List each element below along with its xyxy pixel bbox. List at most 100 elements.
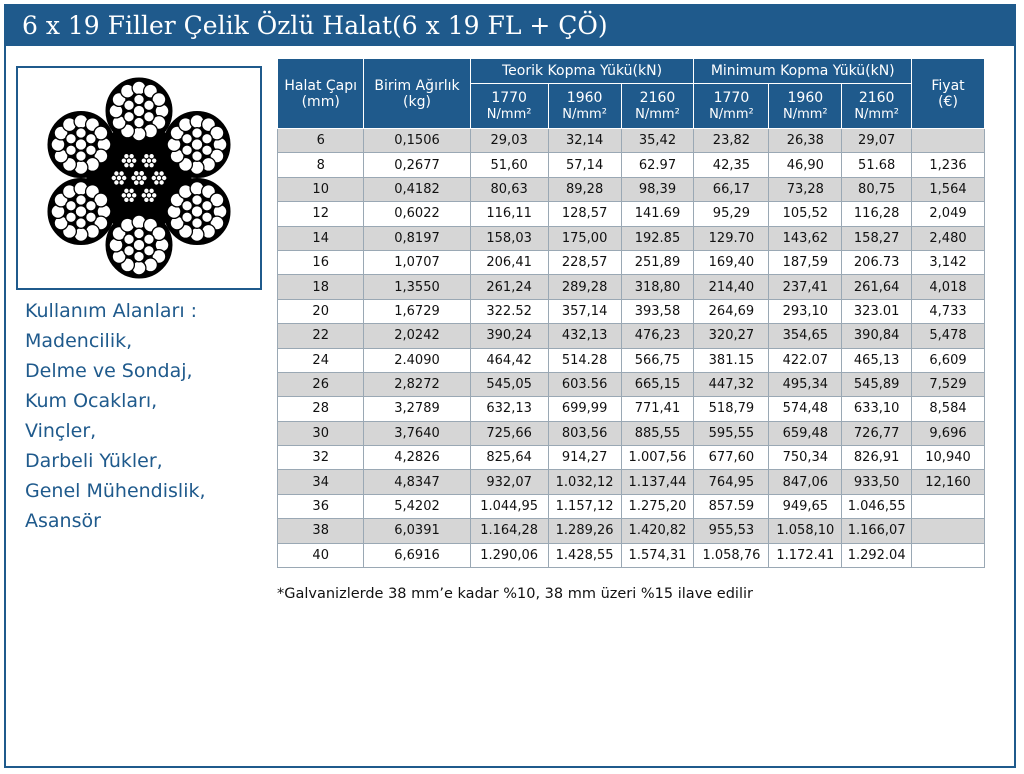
grade-value: 2160 (639, 89, 676, 106)
minimum-1960-cell: 495,34 (768, 371, 843, 398)
minimum-2160-cell: 323.01 (841, 298, 913, 325)
strand-wire (191, 217, 203, 229)
theoretical-2160-cell: 251,89 (620, 249, 695, 276)
theoretical-1770-cell: 1.164,28 (469, 518, 549, 544)
minimum-1770-cell: 214,40 (693, 274, 770, 300)
core-wire (158, 170, 165, 177)
theoretical-1770-cell: 1.044,95 (469, 493, 549, 520)
table-row: 38 6,0391 1.164,28 1.289,26 1.420,82 955,53 1.… (276, 518, 985, 544)
strand-wire (133, 93, 145, 106)
strand-wire (133, 227, 145, 240)
theoretical-1960-cell: 128,57 (547, 201, 622, 227)
header-price-unit: (€) (938, 93, 958, 110)
core-wire (143, 196, 150, 203)
table-row: 22 2,0242 390,24 432,13 476,23 320,27 354,65 39… (276, 323, 985, 349)
price-cell: 7,529 (911, 371, 985, 398)
strand-wire (201, 199, 213, 212)
usage-item: Asansör (25, 510, 101, 532)
price-cell: 1,564 (911, 176, 985, 203)
theoretical-1770-cell: 390,24 (469, 323, 549, 349)
price-cell: 4,733 (911, 298, 985, 325)
diameter-cell: 22 (276, 323, 365, 349)
core-wire (145, 192, 152, 199)
diameter-cell: 36 (276, 493, 365, 520)
minimum-1960-cell: 574,48 (768, 396, 843, 422)
price-cell: 10,940 (911, 445, 985, 471)
table-row: 20 1,6729 322.52 357,14 393,58 264,69 293,10 32… (276, 298, 985, 325)
strand-wire (191, 150, 203, 162)
price-cell: 2,480 (911, 225, 985, 251)
diameter-cell: 8 (276, 152, 365, 178)
strand-wire (201, 132, 213, 145)
diameter-cell: 32 (276, 445, 365, 471)
price-cell: 3,142 (911, 249, 985, 276)
weight-cell: 2,0242 (363, 323, 471, 349)
diameter-cell: 18 (276, 274, 365, 300)
header-weight-label: Birim Ağırlık (374, 77, 460, 94)
minimum-2160-cell: 726,77 (841, 420, 913, 447)
strand-wire (84, 199, 97, 212)
theoretical-2160-cell: 1.275,20 (620, 493, 695, 520)
strand-wire (151, 91, 167, 108)
page-title: 6 x 19 Filler Çelik Özlü Halat(6 x 19 FL… (22, 11, 608, 40)
header-grade: 1770 N/mm² (469, 83, 549, 129)
minimum-2160-cell: 206.73 (841, 249, 913, 276)
diameter-cell: 10 (276, 176, 365, 203)
header-grade: 1770 N/mm² (693, 83, 770, 129)
table-row: 6 0,1506 29,03 32,14 35,42 23,82 26,38 29,07 (276, 127, 985, 154)
header-weight: Birim Ağırlık (kg) (363, 58, 471, 129)
strand-wire (143, 233, 155, 246)
minimum-1770-cell: 595,55 (693, 420, 770, 447)
grade-unit: N/mm² (562, 106, 607, 122)
weight-cell: 0,8197 (363, 225, 471, 251)
usage-heading: Kullanım Alanları : (25, 300, 198, 322)
theoretical-2160-cell: 771,41 (620, 396, 695, 422)
theoretical-1770-cell: 322.52 (469, 298, 549, 325)
table-row: 18 1,3550 261,24 289,28 318,80 214,40 237,41 26… (276, 274, 985, 300)
theoretical-2160-cell: 98,39 (620, 176, 695, 203)
title-bar: 6 x 19 Filler Çelik Özlü Halat(6 x 19 FL… (6, 6, 1014, 46)
strand-wire (151, 225, 167, 242)
theoretical-2160-cell: 1.574,31 (620, 542, 695, 569)
theoretical-1770-cell: 158,03 (469, 225, 549, 251)
strand-wire (181, 211, 194, 224)
minimum-1770-cell: 23,82 (693, 127, 770, 154)
theoretical-1770-cell: 80,63 (469, 176, 549, 203)
theoretical-2160-cell: 476,23 (620, 323, 695, 349)
weight-cell: 3,2789 (363, 396, 471, 422)
minimum-1770-cell: 857.59 (693, 493, 770, 520)
weight-cell: 4,2826 (363, 445, 471, 471)
weight-cell: 5,4202 (363, 493, 471, 520)
theoretical-2160-cell: 566,75 (620, 347, 695, 373)
grade-value: 1770 (491, 89, 527, 106)
minimum-1960-cell: 750,34 (768, 445, 843, 471)
theoretical-1960-cell: 57,14 (547, 152, 622, 178)
theoretical-2160-cell: 1.420,82 (620, 518, 695, 544)
footnote: *Galvanizlerde 38 mm’e kadar %10, 38 mm … (277, 586, 753, 602)
minimum-1960-cell: 105,52 (768, 201, 843, 227)
diameter-cell: 30 (276, 420, 365, 447)
theoretical-1770-cell: 206,41 (469, 249, 549, 276)
theoretical-1770-cell: 51,60 (469, 152, 549, 178)
minimum-2160-cell: 51.68 (841, 152, 913, 178)
strand-wire (84, 144, 97, 157)
theoretical-1770-cell: 1.290,06 (469, 542, 549, 569)
core-wire (133, 179, 140, 186)
theoretical-1960-cell: 1.428,55 (547, 542, 622, 569)
strand-wire (84, 132, 97, 145)
strand-wire (143, 99, 155, 112)
strand-wire (181, 199, 194, 212)
minimum-1770-cell: 381.15 (693, 347, 770, 373)
minimum-1960-cell: 1.058,10 (768, 518, 843, 544)
minimum-1770-cell: 955,53 (693, 518, 770, 544)
core-wire (123, 162, 130, 169)
price-cell (911, 518, 985, 544)
theoretical-1770-cell: 116,11 (469, 201, 549, 227)
rope-cross-section-figure (16, 66, 262, 290)
diameter-cell: 34 (276, 469, 365, 495)
table-row: 24 2.4090 464,42 514.28 566,75 381.15 422.07 46… (276, 347, 985, 373)
usage-item: Kum Ocakları, (25, 390, 158, 412)
theoretical-1960-cell: 228,57 (547, 249, 622, 276)
grade-value: 1770 (713, 89, 750, 106)
weight-cell: 3,7640 (363, 420, 471, 447)
